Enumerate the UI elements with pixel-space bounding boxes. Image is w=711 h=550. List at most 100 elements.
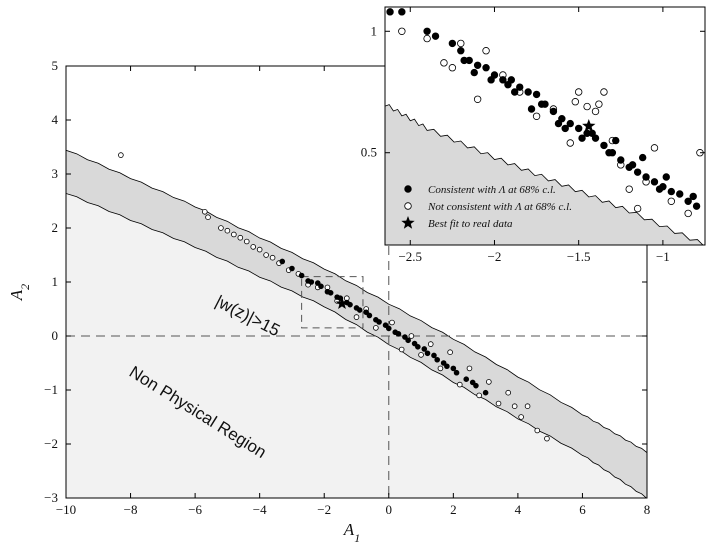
y-axis-title: A2	[7, 284, 32, 301]
inset-consistent-point	[457, 47, 465, 55]
consistent-point	[373, 316, 379, 323]
consistent-point	[421, 346, 428, 352]
band-boundary	[66, 149, 647, 454]
inset-consistent-point	[473, 61, 482, 69]
inconsistent-point	[231, 231, 237, 238]
inset-legend: Consistent with Λ at 68% c.l. Not consist…	[401, 184, 572, 230]
legend-entry-label: Best fit to real data	[428, 218, 513, 230]
main-x-tick-label: −4	[253, 502, 267, 517]
inset-inconsistent-point	[423, 34, 431, 43]
inconsistent-point	[511, 403, 518, 410]
inset-consistent-point	[386, 8, 394, 16]
zoom-box	[301, 276, 364, 329]
inconsistent-point	[466, 365, 473, 372]
inset-plot-panel: −2.5 −2 −1.5 −1 0.5 1 Consistent with Λ at 68…	[361, 6, 706, 264]
inset-inconsistent-point	[650, 144, 659, 152]
consistent-point	[392, 329, 399, 336]
main-x-tick-label: 6	[579, 502, 586, 517]
y-axis-label-sub: 2	[18, 284, 32, 290]
inset-inconsistent-point	[633, 204, 642, 213]
inset-inconsistent-point	[684, 209, 692, 218]
nonphysical-region-fill	[66, 193, 647, 498]
inconsistent-point	[224, 227, 231, 234]
x-axis-title: A1	[343, 520, 360, 545]
inset-consistent-point	[398, 8, 406, 16]
main-y-tick-label: −3	[44, 490, 58, 505]
inset-consistent-point	[532, 90, 541, 99]
inset-consistent-point	[689, 192, 697, 201]
main-y-tick-label: −1	[44, 382, 58, 397]
inset-consistent-point	[549, 107, 558, 116]
inset-consistent-point	[510, 88, 519, 96]
inconsistent-point	[250, 244, 257, 250]
inset-consistent-point	[516, 83, 524, 91]
consistent-point	[279, 258, 286, 265]
inset-inconsistent-point	[566, 139, 574, 147]
inconsistent-point	[418, 352, 424, 358]
inset-consistent-point	[537, 100, 546, 108]
inset-inconsistent-point	[625, 185, 633, 193]
inset-consistent-point	[524, 88, 532, 96]
inconsistent-point	[256, 246, 263, 253]
inset-inconsistent-point	[571, 98, 580, 106]
main-y-tick-label: −2	[44, 436, 58, 451]
inconsistent-point	[408, 333, 415, 339]
inset-x-tick-label: −2.5	[398, 249, 422, 264]
inset-inconsistent-point	[600, 88, 608, 96]
consistent-point	[298, 272, 305, 279]
main-y-tick-label: 1	[52, 274, 59, 289]
inset-consistent-point	[628, 161, 637, 169]
inconsistent-point	[505, 389, 512, 396]
inset-consistent-point	[482, 64, 490, 72]
inset-consistent-point	[423, 27, 431, 35]
inset-consistent-point	[578, 134, 586, 142]
inset-consistent-point	[504, 81, 512, 89]
consistent-point	[434, 356, 440, 363]
inset-inconsistent-point	[591, 107, 600, 116]
inconsistent-point	[373, 325, 379, 331]
inset-ticks: −2.5 −2 −1.5 −1 0.5 1	[361, 7, 705, 264]
inset-consistent-point	[470, 68, 478, 77]
main-regions	[66, 149, 647, 498]
inconsistent-point	[486, 379, 492, 385]
legend-filled-circle-icon	[404, 185, 412, 193]
main-y-tick-label: 0	[52, 328, 59, 343]
main-y-tick-label: 4	[52, 112, 59, 127]
main-x-tick-label: 8	[644, 502, 651, 517]
inset-y-tick-label: 0.5	[361, 145, 377, 160]
main-x-tick-label: 0	[386, 502, 393, 517]
inconsistent-point	[218, 225, 224, 231]
inconsistent-point	[495, 400, 502, 407]
inconsistent-point	[518, 414, 524, 420]
consistent-point	[366, 312, 373, 319]
inset-consistent-point	[684, 197, 692, 205]
main-x-tick-label: −8	[124, 502, 138, 517]
inset-inconsistent-point	[532, 112, 541, 120]
inset-consistent-point	[617, 156, 625, 164]
main-points	[118, 152, 550, 442]
consistent-point	[463, 376, 470, 383]
inconsistent-point	[118, 152, 124, 158]
legend-entry-label: Not consistent with Λ at 68% c.l.	[427, 201, 572, 213]
inset-consistent-point	[662, 173, 670, 181]
inset-x-tick-label: −1	[656, 249, 670, 264]
inconsistent-point	[456, 381, 463, 388]
consistent-point	[318, 283, 324, 290]
inconsistent-point	[205, 214, 211, 221]
x-axis-label: A	[343, 520, 355, 539]
inconsistent-point	[398, 346, 405, 353]
inset-consistent-point	[499, 76, 507, 84]
inset-consistent-point	[650, 178, 659, 186]
main-y-tick-label: 2	[52, 220, 59, 235]
consistent-point	[424, 350, 431, 357]
consistent-point	[324, 288, 331, 295]
inset-consistent-point	[633, 168, 642, 176]
inconsistent-point	[201, 209, 208, 215]
main-y-tick-label: 3	[52, 166, 59, 181]
consistent-point	[482, 389, 489, 396]
inset-consistent-point	[448, 39, 457, 48]
inset-consistent-point	[655, 185, 664, 193]
inset-consistent-point	[566, 119, 574, 128]
